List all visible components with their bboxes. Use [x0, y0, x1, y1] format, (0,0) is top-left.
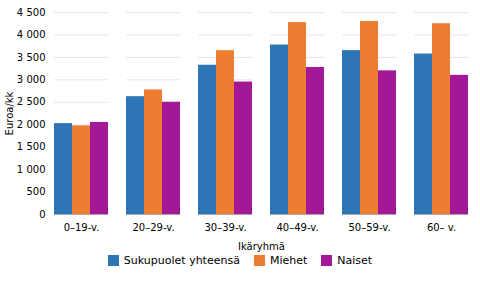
- svg-text:3 000: 3 000: [17, 74, 46, 85]
- svg-text:4 500: 4 500: [17, 7, 46, 18]
- svg-text:4 000: 4 000: [17, 29, 46, 40]
- html-text:Sukupuolet yhteensä: Sukupuolet yhteensä: [123, 254, 240, 267]
- svg-text:500: 500: [26, 186, 45, 197]
- svg-text:2 500: 2 500: [17, 96, 46, 107]
- svg-text:20–29-v.: 20–29-v.: [132, 222, 174, 233]
- svg-text:0–19-v.: 0–19-v.: [64, 222, 100, 233]
- svg-text:1 500: 1 500: [17, 141, 46, 152]
- svg-text:60– v.: 60– v.: [427, 222, 456, 233]
- svg-text:0: 0: [39, 209, 45, 220]
- html-text:Miehet: Miehet: [269, 254, 308, 267]
- svg-text:3 500: 3 500: [17, 52, 46, 63]
- svg-text:50–59-v.: 50–59-v.: [348, 222, 390, 233]
- svg-text:2 000: 2 000: [17, 119, 46, 130]
- svg-text:Ikäryhmä: Ikäryhmä: [238, 241, 285, 252]
- svg-text:40–49-v.: 40–49-v.: [276, 222, 318, 233]
- svg-text:1 000: 1 000: [17, 164, 46, 175]
- svg-text:30–39-v.: 30–39-v.: [204, 222, 246, 233]
- html-text:Naiset: Naiset: [337, 254, 373, 267]
- svg-text:Euroa/kk: Euroa/kk: [4, 91, 15, 135]
